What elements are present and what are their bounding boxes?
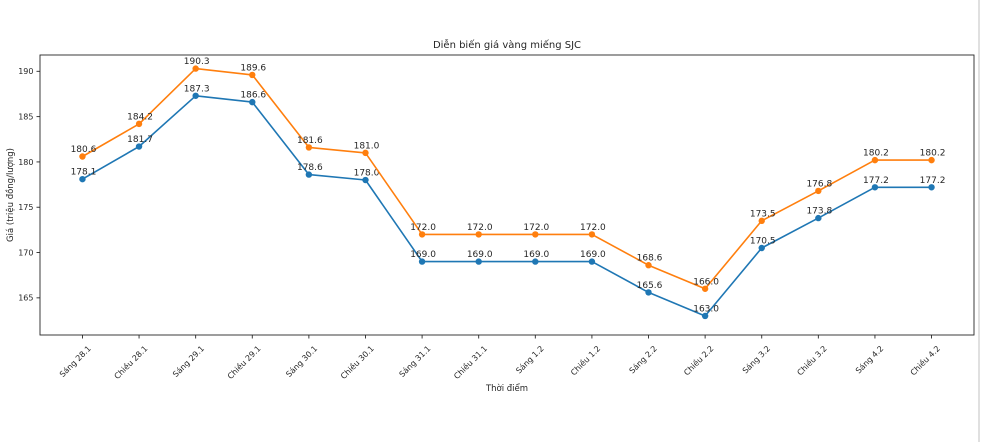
data-point-blue-series	[79, 175, 86, 183]
data-point-label: 190.3	[184, 57, 210, 67]
x-tick-label: Chiều 29.1	[225, 343, 263, 381]
data-point-orange-series	[701, 285, 709, 292]
y-tick-label: 180	[18, 158, 33, 167]
data-point-label: 165.6	[637, 281, 663, 291]
data-point-label: 186.6	[240, 91, 266, 101]
series-line-blue-series	[82, 95, 932, 317]
series-line-orange-series	[82, 67, 932, 290]
x-tick-label: Sáng 1.2	[514, 344, 545, 375]
data-point-label: 173.8	[806, 207, 832, 217]
data-point-blue-series	[588, 258, 596, 265]
data-point-blue-series	[758, 244, 765, 252]
plot-area: 165 170 175 180 185 190 Sáng 28.1 Chiều 28.1 Sán…	[18, 54, 975, 381]
data-point-label: 180.2	[863, 149, 889, 159]
data-point-orange-series	[249, 71, 256, 79]
x-tick-label: Chiều 4.2	[908, 343, 942, 377]
data-point-blue-series	[928, 184, 935, 191]
data-point-label: 172.0	[467, 223, 493, 233]
data-point-blue-series	[192, 92, 199, 99]
data-point-label: 181.6	[297, 136, 323, 146]
data-point-label: 181.7	[127, 135, 153, 145]
data-point-blue-series	[871, 184, 879, 191]
data-point-label: 173.5	[750, 209, 776, 219]
data-point-label: 189.6	[240, 63, 266, 73]
x-tick-label: Sáng 4.2	[854, 344, 885, 375]
data-point-label: 169.0	[580, 250, 606, 260]
data-point-label: 169.0	[410, 250, 436, 260]
x-tick-label: Chiều 28.1	[112, 343, 150, 381]
plot-border	[39, 54, 975, 336]
x-tick-label: Chiều 30.1	[338, 343, 376, 381]
x-tick-label: Sáng 2.2	[628, 344, 659, 375]
data-point-orange-series	[928, 156, 935, 164]
x-tick-label: Chiều 2.2	[681, 343, 715, 377]
data-point-label: 169.0	[523, 250, 549, 260]
data-point-blue-series	[305, 171, 313, 178]
x-tick-label: Chiều 3.2	[795, 343, 829, 377]
x-tick-label: Sáng 31.1	[398, 344, 433, 379]
data-point-blue-series	[135, 143, 143, 150]
x-tick-label: Sáng 29.1	[171, 344, 206, 379]
data-point-orange-series	[475, 231, 482, 238]
data-point-orange-series	[418, 231, 426, 238]
data-point-blue-series	[815, 214, 822, 222]
x-tick-label: Chiều 31.1	[451, 343, 489, 381]
data-point-label: 172.0	[523, 223, 549, 233]
data-point-label: 163.0	[693, 304, 719, 314]
data-point-blue-series	[475, 258, 482, 265]
data-point-label: 176.8	[806, 179, 832, 189]
chart-title: Diễn biến giá vàng miếng SJC	[433, 38, 581, 51]
data-point-blue-series	[645, 289, 652, 296]
data-point-label: 166.0	[693, 277, 719, 287]
y-tick-label: 190	[18, 67, 33, 76]
data-point-orange-series	[588, 231, 596, 238]
data-point-label: 178.1	[71, 168, 97, 178]
data-point-blue-series	[532, 258, 539, 265]
x-tick-label: Sáng 30.1	[284, 344, 319, 379]
data-point-label: 180.2	[920, 149, 946, 159]
data-point-orange-series	[645, 262, 652, 269]
data-point-blue-series	[701, 312, 709, 320]
x-tick-label: Sáng 28.1	[58, 344, 93, 379]
data-point-blue-series	[418, 258, 426, 265]
data-point-label: 170.5	[750, 237, 776, 247]
data-point-label: 187.3	[184, 84, 210, 94]
data-point-label: 177.2	[920, 176, 946, 186]
data-point-orange-series	[305, 144, 313, 151]
data-point-orange-series	[758, 217, 765, 225]
data-point-orange-series	[815, 187, 822, 195]
data-point-orange-series	[871, 156, 879, 164]
data-point-label: 181.0	[354, 141, 380, 151]
x-tick-label: Chiều 1.2	[568, 343, 602, 377]
data-point-orange-series	[362, 149, 369, 157]
data-point-orange-series	[532, 231, 539, 238]
data-point-orange-series	[192, 65, 199, 72]
y-tick-label: 165	[18, 294, 33, 303]
y-tick-label: 185	[18, 113, 33, 122]
data-point-label: 177.2	[863, 176, 889, 186]
data-point-label: 169.0	[467, 250, 493, 260]
data-point-orange-series	[79, 153, 86, 160]
data-point-label: 172.0	[410, 223, 436, 233]
data-point-label: 178.6	[297, 163, 323, 173]
y-tick-label: 170	[18, 248, 33, 257]
data-point-blue-series	[249, 98, 256, 106]
data-point-label: 180.6	[71, 145, 97, 155]
x-tick-label: Sáng 3.2	[741, 344, 772, 375]
y-tick-label: 175	[18, 203, 33, 212]
y-axis-label: Giá (triệu đồng/lượng)	[5, 148, 16, 242]
data-point-label: 184.2	[127, 112, 153, 122]
data-point-label: 172.0	[580, 223, 606, 233]
x-axis-label: Thời điểm	[485, 383, 528, 394]
data-point-label: 168.6	[637, 254, 663, 264]
data-point-label: 178.0	[354, 169, 380, 179]
data-point-blue-series	[362, 176, 369, 184]
data-point-orange-series	[135, 120, 143, 128]
